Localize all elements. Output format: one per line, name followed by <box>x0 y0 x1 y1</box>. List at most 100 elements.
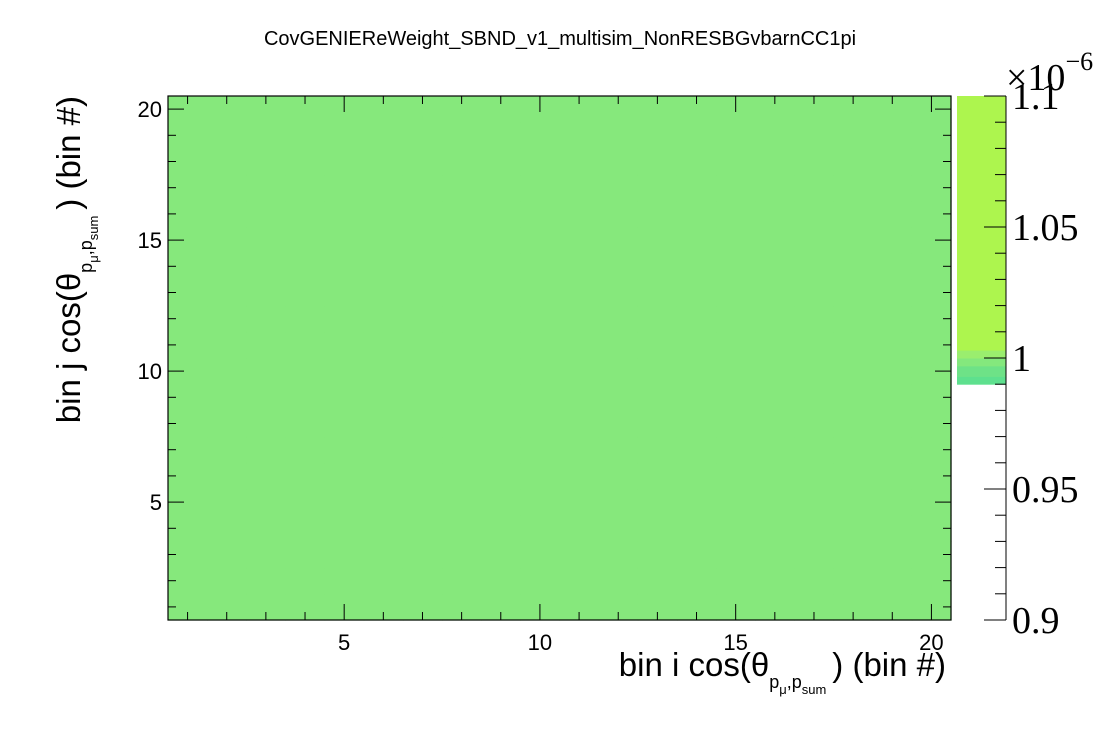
heatmap-cell <box>637 227 678 254</box>
heatmap-cell <box>520 305 561 333</box>
heatmap-cell <box>833 122 874 149</box>
heatmap-cell <box>207 253 247 280</box>
heatmap-cell <box>676 305 717 333</box>
heatmap-cell <box>598 148 639 176</box>
heatmap-cell <box>481 541 521 569</box>
heatmap-cell <box>598 174 639 202</box>
heatmap-cell <box>402 436 443 464</box>
z-tick-label: 1.1 <box>1012 76 1060 118</box>
heatmap-cell <box>794 174 835 202</box>
heatmap-cell <box>833 489 874 516</box>
heatmap-cell <box>520 410 561 438</box>
heatmap-cell <box>442 410 482 438</box>
heatmap-cell <box>520 567 561 595</box>
heatmap-cell <box>676 567 717 595</box>
heatmap-cell <box>442 489 482 516</box>
heatmap-cell <box>637 462 678 490</box>
heatmap-cell <box>833 227 874 254</box>
heatmap-cell <box>559 227 600 254</box>
chart-title: CovGENIEReWeight_SBND_v1_multisim_NonRES… <box>264 28 856 50</box>
heatmap-cell <box>637 279 678 307</box>
x-axis: 5 10 15 20 <box>187 96 944 655</box>
heatmap-cell <box>246 227 287 254</box>
heatmap-cell <box>794 122 835 149</box>
heatmap-cell <box>246 436 287 464</box>
heatmap-cell <box>598 489 639 516</box>
heatmap-cell <box>363 174 404 202</box>
heatmap-cell <box>676 358 717 385</box>
heatmap-cell <box>324 462 365 490</box>
heatmap-cell <box>246 174 287 202</box>
heatmap-cell <box>246 305 287 333</box>
heatmap-cell <box>833 279 874 307</box>
heatmap-cell <box>363 462 404 490</box>
heatmap-cell <box>363 515 404 542</box>
heatmap-cell <box>402 567 443 595</box>
heatmap-cell <box>246 410 287 438</box>
heatmap-cell <box>794 148 835 176</box>
z-tick-label: 1.05 <box>1012 207 1079 249</box>
heatmap-cell <box>324 148 365 176</box>
heatmap-cell <box>872 174 913 202</box>
heatmap-cell <box>872 279 913 307</box>
heatmap-cell <box>363 122 404 149</box>
heatmap-cell <box>207 358 247 385</box>
x-tick-label: 20 <box>919 630 943 655</box>
heatmap-cell <box>363 305 404 333</box>
heatmap-cell <box>716 331 756 359</box>
heatmap-cell <box>637 174 678 202</box>
heatmap-cell <box>598 305 639 333</box>
z-axis-exponent: ×10−6 <box>1006 47 1093 99</box>
heatmap-cell <box>755 279 795 307</box>
heatmap-cell <box>833 541 874 569</box>
heatmap-cell <box>246 331 287 359</box>
heatmap-cell <box>520 122 561 149</box>
heatmap-cell <box>442 384 482 411</box>
heatmap-cell <box>833 410 874 438</box>
heatmap-cell <box>481 253 521 280</box>
heatmap-cell <box>598 410 639 438</box>
heatmap-cell <box>637 541 678 569</box>
heatmap-cell <box>637 436 678 464</box>
heatmap-cell <box>833 305 874 333</box>
heatmap-cell <box>246 253 287 280</box>
color-scale-segment <box>957 376 1006 385</box>
heatmap-cell <box>481 358 521 385</box>
heatmap-cell <box>872 410 913 438</box>
heatmap-cell <box>716 227 756 254</box>
heatmap-cell <box>363 253 404 280</box>
heatmap-cell <box>324 200 365 228</box>
heatmap-cell <box>442 148 482 176</box>
heatmap-cell <box>872 253 913 280</box>
heatmap-cell <box>481 436 521 464</box>
y-axis: 5 10 15 20 <box>138 97 951 608</box>
heatmap-cell <box>676 462 717 490</box>
heatmap-cell <box>324 174 365 202</box>
heatmap-cell <box>402 279 443 307</box>
heatmap-cell <box>716 489 756 516</box>
heatmap-cell <box>716 436 756 464</box>
heatmap-cell <box>442 436 482 464</box>
heatmap-cell <box>637 384 678 411</box>
heatmap-cell <box>246 515 287 542</box>
heatmap-cell <box>872 541 913 569</box>
heatmap-cell <box>363 279 404 307</box>
heatmap-cell <box>833 358 874 385</box>
heatmap-cell <box>324 515 365 542</box>
heatmap-cell <box>285 410 326 438</box>
heatmap-cell <box>559 331 600 359</box>
heatmap-cell <box>716 541 756 569</box>
heatmap-cell <box>598 462 639 490</box>
heatmap-cell <box>207 541 247 569</box>
heatmap-cell <box>598 331 639 359</box>
heatmap-cell <box>559 148 600 176</box>
heatmap-cell <box>207 515 247 542</box>
heatmap-cell <box>598 436 639 464</box>
heatmap-cell <box>207 200 247 228</box>
heatmap-cell <box>207 462 247 490</box>
heatmap-cell <box>520 515 561 542</box>
heatmap-cell <box>402 384 443 411</box>
z-tick-label: 0.9 <box>1012 600 1060 642</box>
heatmap-cell <box>363 567 404 595</box>
heatmap-cell <box>637 331 678 359</box>
